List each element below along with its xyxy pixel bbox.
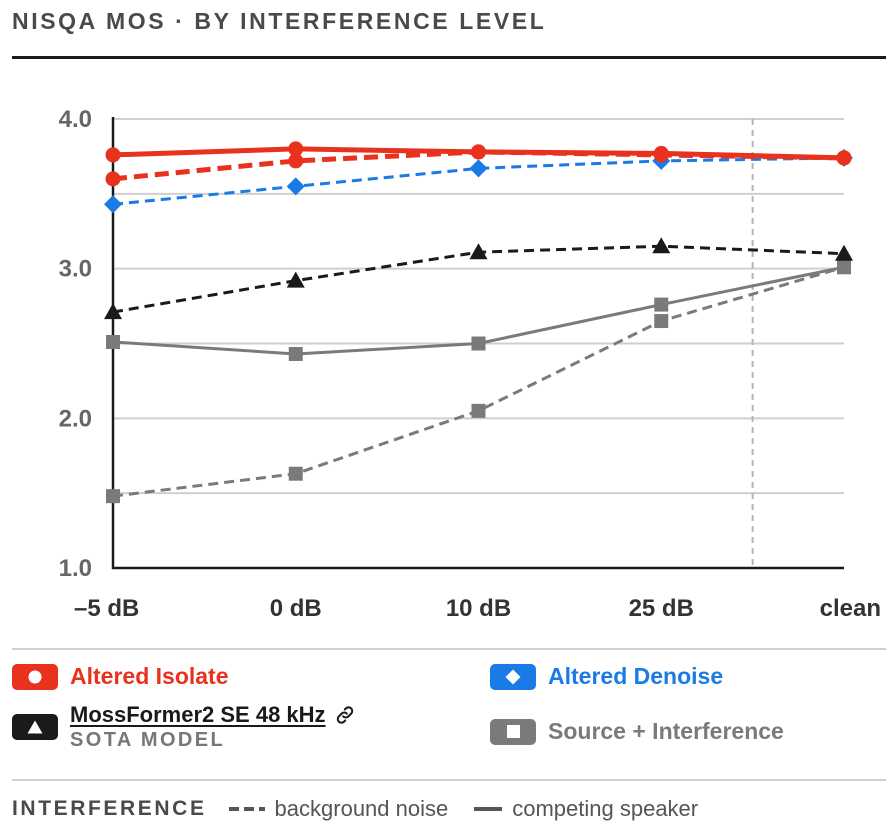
series-moss-dashed (104, 237, 853, 320)
data-point (471, 403, 486, 418)
data-point (106, 335, 120, 350)
data-point (837, 260, 851, 275)
series-layer (104, 141, 853, 504)
header-divider (12, 56, 886, 59)
interference-item-competing-speaker: competing speaker (474, 796, 698, 822)
interference-legend: INTERFERENCE background noise competing … (12, 796, 724, 822)
legend-divider-top (12, 648, 886, 650)
data-point (654, 297, 669, 312)
data-point (835, 244, 853, 261)
series-source-solid (106, 260, 851, 361)
interference-legend-title: INTERFERENCE (12, 797, 207, 820)
dashed-line-icon (228, 807, 265, 811)
data-point (469, 243, 488, 260)
interference-label-background-noise: background noise (274, 796, 449, 821)
x-tick-label: 25 dB (629, 595, 694, 622)
data-point (104, 195, 122, 214)
x-tick-label: 0 dB (270, 595, 322, 622)
data-point (286, 177, 305, 196)
data-point (652, 237, 671, 254)
data-point (105, 147, 121, 163)
chart-title: NISQA MOS · BY INTERFERENCE LEVEL (12, 8, 547, 34)
data-point (836, 150, 852, 166)
legend-label-source-interference: Source + Interference (548, 718, 784, 744)
legend-item-altered-denoise: Altered Denoise (490, 663, 723, 690)
data-point (288, 466, 303, 481)
data-point (469, 159, 488, 178)
data-point (104, 303, 122, 320)
triangle-icon (12, 714, 58, 741)
line-chart: 1.0 2.0 3.0 4.0 –5 dB 0 dB 10 dB 25 dB clean (59, 106, 881, 622)
series-isolate-solid (105, 141, 852, 166)
x-tick-label: –5 dB (74, 595, 139, 622)
axis-layer: 1.0 2.0 3.0 4.0 –5 dB 0 dB 10 dB 25 dB clean (59, 106, 881, 622)
y-tick-label: 3.0 (59, 256, 92, 283)
diamond-icon (490, 663, 536, 690)
data-point (471, 144, 486, 160)
interference-label-competing-speaker: competing speaker (512, 796, 699, 821)
legend-divider-bottom (12, 779, 886, 781)
legend-label-altered-denoise: Altered Denoise (548, 663, 724, 689)
data-point (286, 271, 305, 288)
data-point (288, 153, 304, 169)
y-tick-label: 2.0 (59, 405, 92, 432)
data-point (288, 346, 303, 361)
mossformer-model-link[interactable]: MossFormer2 SE 48 kHz (70, 702, 326, 727)
x-tick-label: clean (820, 595, 881, 622)
interference-item-background-noise: background noise (228, 796, 449, 822)
legend-label-altered-isolate: Altered Isolate (70, 663, 229, 689)
series-line (112, 265, 845, 498)
data-point (654, 314, 669, 329)
circle-icon (12, 663, 58, 690)
legend-item-source-interference: Source + Interference (490, 718, 784, 745)
solid-line-icon (474, 807, 503, 811)
y-tick-label: 1.0 (59, 555, 92, 582)
x-tick-label: 10 dB (446, 595, 511, 622)
square-icon (490, 718, 536, 745)
legend-item-altered-isolate: Altered Isolate (12, 663, 229, 690)
data-point (471, 336, 486, 351)
data-point (105, 171, 121, 187)
data-point (288, 141, 304, 157)
data-point (653, 145, 669, 161)
data-point (106, 489, 120, 504)
link-icon[interactable] (334, 704, 356, 726)
y-tick-label: 4.0 (59, 106, 92, 133)
series-line (112, 156, 845, 206)
legend-item-mossformer: MossFormer2 SE 48 kHz SOTA MODEL (12, 702, 356, 752)
series-source-dashed (106, 260, 851, 504)
sota-model-tag: SOTA MODEL (70, 729, 226, 752)
